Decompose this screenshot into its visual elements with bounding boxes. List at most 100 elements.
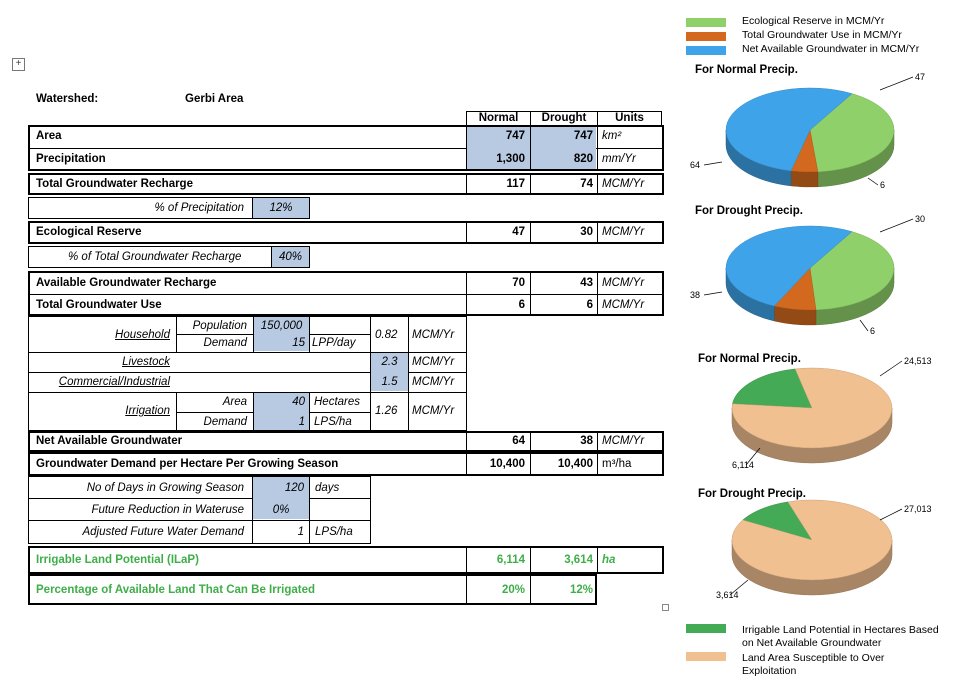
household-pop-value: 150,000 <box>260 320 303 332</box>
recharge-units: MCM/Yr <box>602 178 645 190</box>
pct-land-drought: 12% <box>569 584 593 596</box>
legend-swatch-over <box>686 652 726 661</box>
days-value: 120 <box>284 482 304 494</box>
precip-normal: 1,300 <box>496 153 525 165</box>
col-units: Units <box>615 112 644 124</box>
pie-2-slice-2 <box>725 225 853 307</box>
pie-2-data-label-1: 6 <box>870 326 875 336</box>
precip-units: mm/Yr <box>602 153 636 165</box>
pie-1-leader-0 <box>879 76 914 91</box>
reduction-label: Future Reduction in Wateruse <box>91 504 244 516</box>
pie-3-leader-1 <box>879 360 903 377</box>
pie-1-slice-0 <box>809 93 895 173</box>
irrigation-total: 1.26 <box>375 405 398 417</box>
chart-title-2: For Drought Precip. <box>695 205 803 217</box>
demand-ha-units: m³/ha <box>602 458 632 470</box>
pct-recharge-label: % of Total Groundwater Recharge <box>68 251 242 263</box>
household-demand-units: LPP/day <box>312 337 356 349</box>
demand-ha-row <box>28 452 664 476</box>
legend-swatch-eco <box>686 18 726 27</box>
area-label: Area <box>36 130 62 142</box>
pie-4-data-label-0: 3,614 <box>716 590 739 600</box>
eco-drought: 30 <box>580 226 593 238</box>
growing-season-block <box>28 476 371 544</box>
use-units: MCM/Yr <box>602 299 645 311</box>
chart-title-1: For Normal Precip. <box>695 64 798 76</box>
legend-net: Net Available Groundwater in MCM/Yr <box>742 43 920 55</box>
net-normal: 64 <box>512 435 525 447</box>
net-units: MCM/Yr <box>602 435 645 447</box>
legend-eco: Ecological Reserve in MCM/Yr <box>742 15 885 27</box>
col-drought: Drought <box>541 112 587 124</box>
pct-recharge-row <box>28 246 310 268</box>
table-move-handle[interactable]: + <box>12 58 25 71</box>
precip-drought: 820 <box>573 153 593 165</box>
ilap-units: ha <box>602 554 616 566</box>
days-units: days <box>315 482 340 494</box>
pie-1-data-label-2: 64 <box>690 160 700 170</box>
household-pop-label: Population <box>192 320 247 332</box>
pie-1-leader-1 <box>867 177 879 186</box>
pie-4-slice-1 <box>731 499 893 581</box>
pct-recharge-value: 40% <box>278 251 303 263</box>
ilap-row <box>28 546 664 574</box>
pie-1-leader-2 <box>703 161 723 166</box>
irrigation-demand-units: LPS/ha <box>314 416 352 428</box>
reduction-value: 0% <box>272 504 290 516</box>
days-label: No of Days in Growing Season <box>86 482 244 494</box>
irrigation-area-label: Area <box>222 396 247 408</box>
pie-1-side-1 <box>790 170 819 188</box>
eco-label: Ecological Reserve <box>36 226 142 238</box>
pie-1-slice-2 <box>725 87 853 172</box>
col-normal: Normal <box>478 112 519 124</box>
pct-land-normal: 20% <box>501 584 525 596</box>
use-breakdown <box>28 316 467 431</box>
legend-swatch-use <box>686 32 726 41</box>
eco-units: MCM/Yr <box>602 226 645 238</box>
adjusted-label: Adjusted Future Water Demand <box>82 526 244 538</box>
watershed-value: Gerbi Area <box>185 93 244 105</box>
net-label: Net Available Groundwater <box>36 435 183 447</box>
use-label: Total Groundwater Use <box>36 299 162 311</box>
eco-row <box>28 221 664 244</box>
chart-title-4: For Drought Precip. <box>698 488 806 500</box>
avail-drought: 43 <box>580 277 593 289</box>
commercial-units: MCM/Yr <box>412 376 455 388</box>
watershed-label: Watershed: <box>36 93 99 105</box>
table-resize-handle[interactable] <box>662 604 669 611</box>
area-units: km² <box>602 130 622 142</box>
pie-3-leader-0 <box>745 447 761 466</box>
pie-4-data-label-1: 27,013 <box>904 504 932 514</box>
irrigation-demand-label: Demand <box>203 416 247 428</box>
legend-ilap: Irrigable Land Potential in Hectares Bas… <box>742 624 939 636</box>
avail-use-block <box>28 271 664 316</box>
pct-land-row <box>28 574 597 605</box>
ilap-normal: 6,114 <box>496 554 525 566</box>
recharge-label: Total Groundwater Recharge <box>36 178 193 190</box>
ilap-label: Irrigable Land Potential (ILaP) <box>36 554 199 566</box>
demand-ha-drought: 10,400 <box>557 458 593 470</box>
recharge-drought: 74 <box>580 178 593 190</box>
chart-title-3: For Normal Precip. <box>698 353 801 365</box>
avail-normal: 70 <box>512 277 525 289</box>
legend-over-line2: Exploitation <box>742 665 797 677</box>
pct-land-label: Percentage of Available Land That Can Be… <box>36 584 316 596</box>
net-row <box>28 431 664 452</box>
livestock-units: MCM/Yr <box>412 356 455 368</box>
pct-precip-row <box>28 197 310 219</box>
household-units: MCM/Yr <box>412 329 455 341</box>
pct-precip-label: % of Precipitation <box>154 202 245 214</box>
irrigation-label: Irrigation <box>125 405 170 417</box>
pie-2-slice-0 <box>809 231 895 311</box>
area-normal: 747 <box>505 130 525 142</box>
pie-1-data-label-1: 6 <box>880 180 885 190</box>
demand-ha-label: Groundwater Demand per Hectare Per Growi… <box>36 458 339 470</box>
pct-precip-value: 12% <box>269 202 293 214</box>
precip-label: Precipitation <box>36 153 106 165</box>
irrigation-demand-value: 1 <box>298 416 305 428</box>
irrigation-units: MCM/Yr <box>412 405 455 417</box>
commercial-total: 1.5 <box>381 376 398 388</box>
avail-units: MCM/Yr <box>602 277 645 289</box>
legend-over: Land Area Susceptible to Over <box>742 652 885 664</box>
